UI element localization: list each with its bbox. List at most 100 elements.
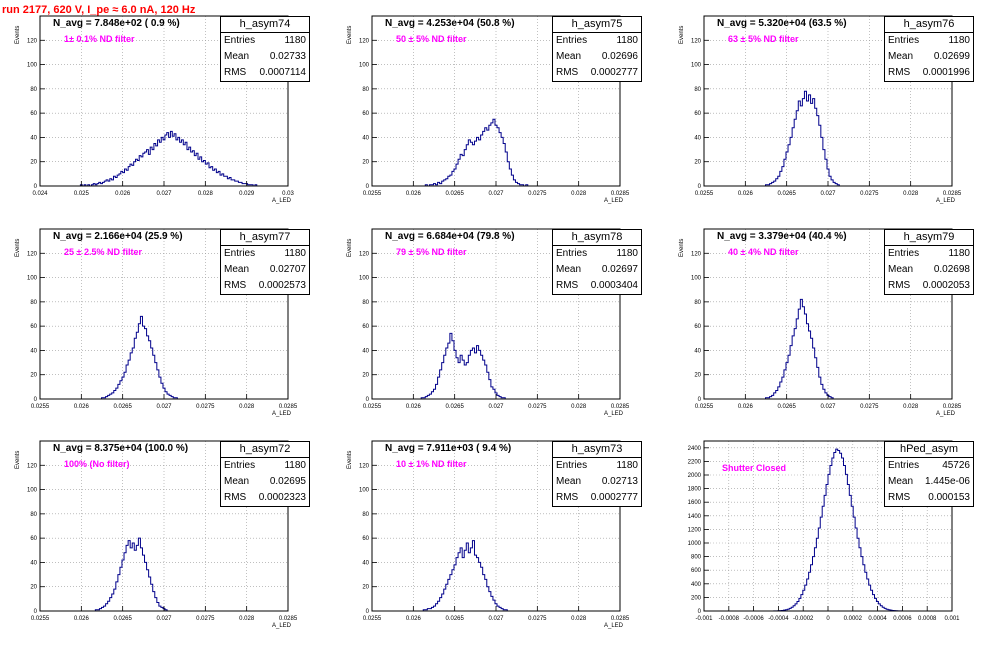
- stat-mean-value: 0.02697: [601, 264, 638, 275]
- stat-rms-row: RMS 0.0002777: [553, 65, 641, 81]
- y-axis-label: Events: [15, 25, 21, 44]
- x-tick-label: 0.028: [571, 616, 587, 622]
- x-tick-label: 0.0006: [893, 616, 912, 622]
- filter-label: 100% (No filter): [64, 459, 130, 469]
- stat-mean-value: 0.02696: [601, 51, 638, 62]
- x-tick-label: 0.0008: [918, 616, 937, 622]
- y-tick-label: 120: [691, 251, 702, 257]
- x-axis-label: A_LED: [272, 198, 292, 204]
- x-tick-label: 0.027: [156, 404, 172, 410]
- stat-entries-label: Entries: [888, 460, 920, 471]
- x-tick-label: 0.029: [239, 191, 255, 197]
- stat-mean-row: Mean 0.02698: [885, 262, 973, 278]
- stat-entries-row: Entries 1180: [221, 458, 309, 474]
- x-tick-label: 0.0265: [113, 616, 132, 622]
- stat-mean-row: Mean 1.445e-06: [885, 474, 973, 490]
- histogram-panel-h_asym75: 0.0255 0.026 0.0265 0.027 0.0275 0.028 0.0285 0…: [332, 12, 664, 222]
- y-tick-label: 20: [30, 160, 37, 166]
- stat-rms-row: RMS 0.000153: [885, 490, 973, 506]
- stat-entries-value: 1180: [284, 248, 306, 259]
- y-tick-label: 80: [362, 300, 369, 306]
- x-tick-label: 0.027: [488, 616, 504, 622]
- y-tick-label: 1200: [688, 527, 702, 533]
- x-tick-label: 0.0255: [363, 404, 382, 410]
- y-tick-label: 0: [34, 184, 38, 190]
- x-tick-label: 0.0285: [279, 616, 298, 622]
- filter-label: Shutter Closed: [722, 463, 787, 473]
- x-tick-label: 0.027: [156, 616, 172, 622]
- y-tick-label: 120: [27, 38, 38, 44]
- stat-rms-label: RMS: [224, 492, 247, 503]
- y-tick-label: 0: [34, 397, 38, 403]
- histogram-plot: 0.0255 0.026 0.0265 0.027 0.0275 0.028 0.0285 0…: [27, 228, 298, 410]
- x-tick-label: 0.025: [74, 191, 90, 197]
- histogram-panel-h_asym74: 0.024 0.025 0.026 0.027 0.028 0.029 0.03 0 20 40 6…: [0, 12, 332, 222]
- stat-mean-value: 0.02707: [269, 264, 306, 275]
- stat-entries-row: Entries 1180: [553, 246, 641, 262]
- stat-mean-value: 0.02733: [269, 51, 306, 62]
- x-axis-label: A_LED: [604, 198, 624, 204]
- histogram-panel-h_asym77: 0.0255 0.026 0.0265 0.027 0.0275 0.028 0.0285 0…: [0, 225, 332, 435]
- x-tick-label: 0.026: [738, 191, 754, 197]
- x-axis-label: A_LED: [272, 411, 292, 417]
- stats-box: h_asym76 Entries 1180 Mean 0.02699 RMS 0.00019…: [884, 16, 974, 82]
- stat-rms-label: RMS: [888, 67, 911, 78]
- x-tick-label: 0.027: [820, 191, 836, 197]
- stat-rms-value: 0.0002777: [590, 492, 638, 503]
- x-tick-label: 0.0285: [611, 191, 630, 197]
- y-tick-label: 120: [27, 463, 38, 469]
- stat-mean-label: Mean: [888, 476, 914, 487]
- stat-entries-label: Entries: [556, 35, 588, 46]
- y-axis-label: Events: [15, 450, 21, 469]
- stat-entries-value: 1180: [948, 248, 970, 259]
- x-tick-label: -0.0004: [768, 616, 789, 622]
- x-tick-label: 0: [826, 616, 830, 622]
- stat-entries-label: Entries: [556, 248, 588, 259]
- y-tick-label: 20: [30, 373, 37, 379]
- histogram-panel-h_asym78: 0.0255 0.026 0.0265 0.027 0.0275 0.028 0.0285 0…: [332, 225, 664, 435]
- x-tick-label: 0.0275: [860, 404, 879, 410]
- y-axis-label: Events: [347, 238, 353, 257]
- x-tick-label: 0.0004: [868, 616, 887, 622]
- y-axis-label: Events: [679, 25, 685, 44]
- histogram-name: h_asym78: [553, 230, 641, 246]
- stat-mean-row: Mean 0.02695: [221, 474, 309, 490]
- stat-entries-value: 45726: [942, 460, 970, 471]
- navg-label: N_avg = 8.375e+04 (100.0 %): [53, 443, 189, 454]
- stat-mean-row: Mean 0.02696: [553, 49, 641, 65]
- x-tick-label: 0.026: [74, 404, 90, 410]
- stat-entries-value: 1180: [616, 460, 638, 471]
- y-axis-label: Events: [347, 450, 353, 469]
- stat-mean-value: 0.02699: [933, 51, 970, 62]
- stat-entries-row: Entries 1180: [221, 33, 309, 49]
- y-tick-label: 20: [362, 373, 369, 379]
- y-tick-label: 80: [694, 300, 701, 306]
- x-tick-label: 0.001: [944, 616, 960, 622]
- navg-label: N_avg = 2.166e+04 (25.9 %): [53, 231, 183, 242]
- y-tick-label: 40: [362, 560, 369, 566]
- x-tick-label: 0.03: [282, 191, 294, 197]
- stat-entries-row: Entries 1180: [221, 246, 309, 262]
- y-axis-label: Events: [15, 238, 21, 257]
- stat-entries-value: 1180: [616, 35, 638, 46]
- y-tick-label: 20: [362, 160, 369, 166]
- stat-entries-row: Entries 1180: [553, 33, 641, 49]
- y-tick-label: 80: [362, 87, 369, 93]
- stats-box: h_asym72 Entries 1180 Mean 0.02695 RMS 0.00023…: [220, 441, 310, 507]
- stat-rms-row: RMS 0.0007114: [221, 65, 309, 81]
- stat-rms-label: RMS: [556, 280, 579, 291]
- y-tick-label: 60: [30, 324, 37, 330]
- x-tick-label: 0.0265: [777, 191, 796, 197]
- stat-rms-row: RMS 0.0002573: [221, 278, 309, 294]
- stat-mean-row: Mean 0.02713: [553, 474, 641, 490]
- stat-mean-label: Mean: [224, 51, 250, 62]
- stats-box: h_asym78 Entries 1180 Mean 0.02697 RMS 0.00034…: [552, 229, 642, 295]
- x-axis-label: A_LED: [936, 198, 956, 204]
- stat-rms-row: RMS 0.0001996: [885, 65, 973, 81]
- stat-mean-row: Mean 0.02733: [221, 49, 309, 65]
- x-axis-label: A_LED: [604, 623, 624, 629]
- y-tick-label: 60: [362, 536, 369, 542]
- histogram-name: h_asym79: [885, 230, 973, 246]
- stat-entries-row: Entries 45726: [885, 458, 973, 474]
- x-tick-label: -0.0008: [719, 616, 740, 622]
